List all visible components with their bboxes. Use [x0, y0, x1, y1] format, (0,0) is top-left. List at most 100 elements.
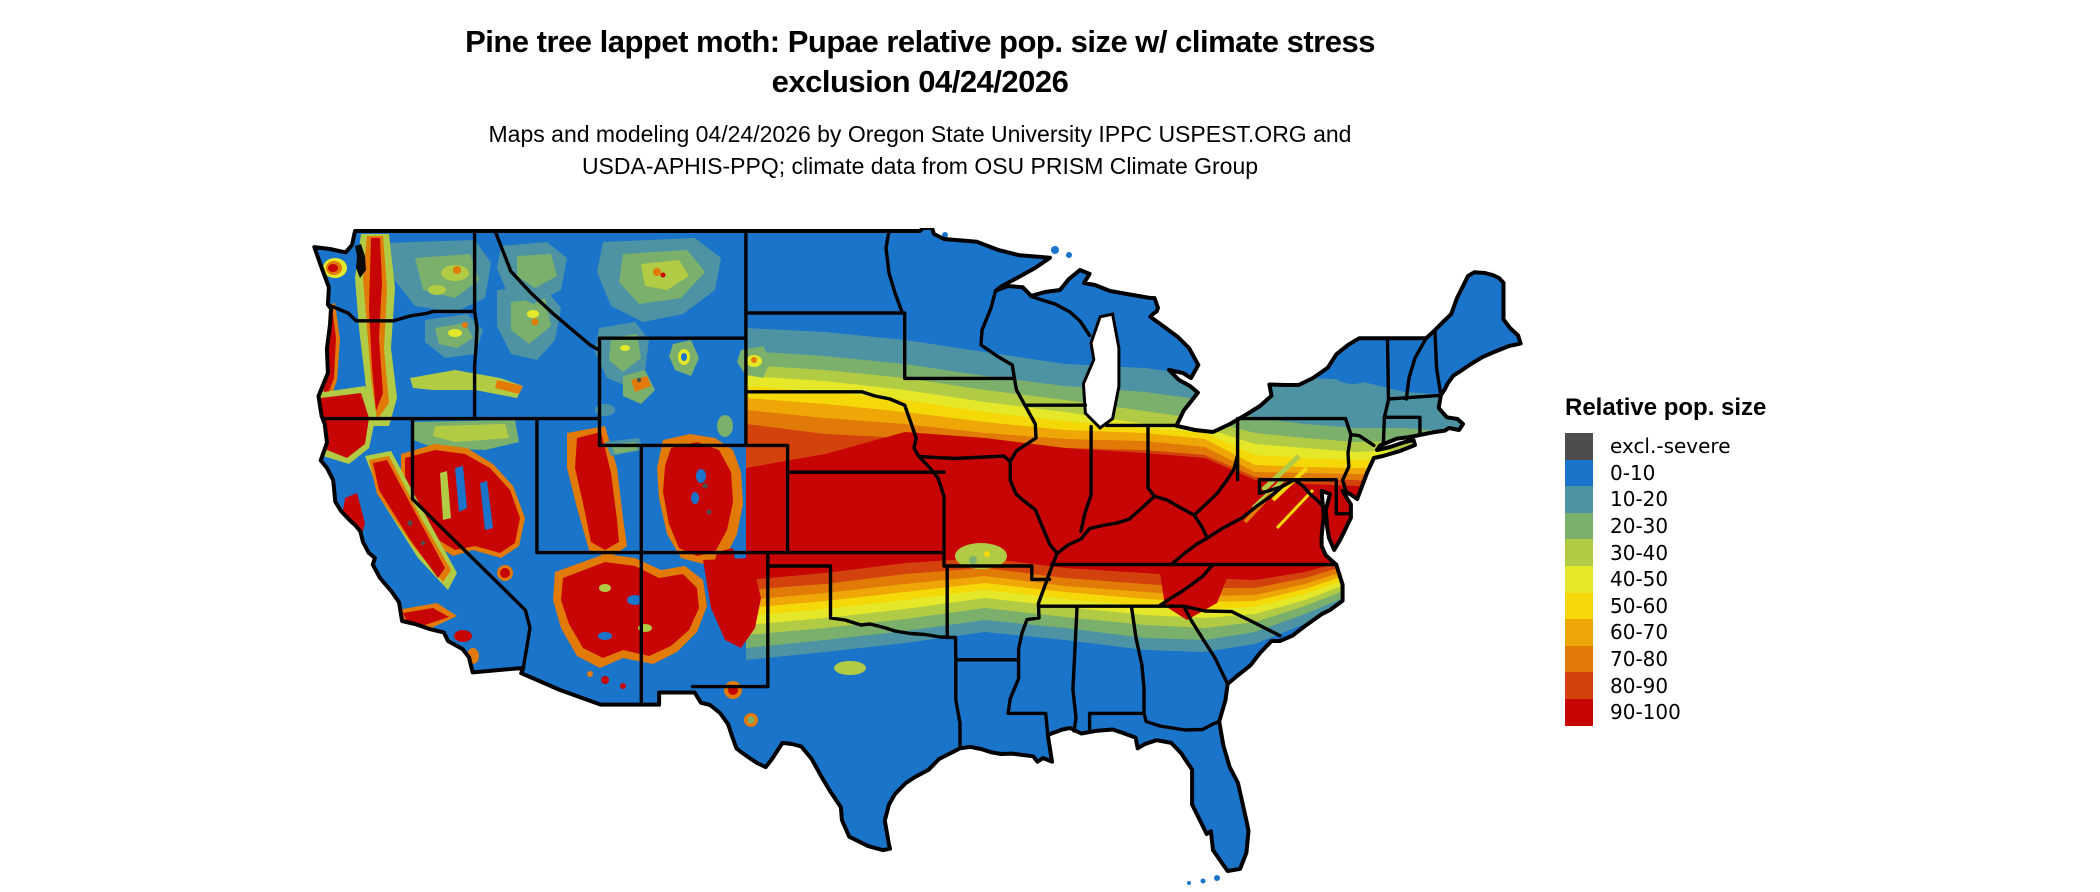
excl-severe-speck: [407, 520, 413, 526]
w-montana-green: [517, 254, 557, 288]
blue-mtns-speck: [448, 329, 462, 337]
legend-swatch: [1565, 539, 1593, 566]
s-idaho-orange: [495, 380, 523, 394]
legend-swatch: [1565, 459, 1593, 487]
legend-swatch: [1565, 486, 1593, 513]
state-borders: [323, 229, 1443, 750]
legend-item-label: 20-30: [1610, 514, 1669, 539]
az-speck: [599, 584, 611, 592]
blue-ridge-streak: [1275, 488, 1315, 530]
legend-item: 70-80: [1565, 645, 1865, 673]
legend-swatch: [1565, 565, 1593, 593]
sky-island: [601, 676, 609, 684]
excl-severe-speck: [636, 377, 642, 383]
title-line-2: exclusion 04/24/2026: [771, 64, 1069, 99]
nm-east-red: [703, 558, 761, 648]
wallowa-speck: [462, 322, 468, 328]
legend-item-label: 30-40: [1610, 540, 1669, 565]
map-svg: [312, 226, 1523, 885]
c-montana-orange: [653, 268, 661, 276]
legend-item: excl.-severe: [1565, 433, 1865, 460]
black-hills-orange: [751, 357, 757, 363]
excl-severe-speck: [420, 540, 426, 546]
nevada-valley-yg: [440, 471, 451, 520]
legend-item: 40-50: [1565, 565, 1865, 593]
legend-rows: excl.-severe 0-10 10-20 20-30 30-40 40-5…: [1565, 433, 1865, 726]
spokane-orange-speck: [453, 266, 461, 274]
idaho-speck: [527, 310, 539, 318]
idaho-mtns-green: [511, 298, 551, 344]
laramie-range: [717, 415, 733, 437]
ozarks-patch: [955, 543, 1007, 569]
hill-country-patch: [834, 661, 866, 675]
legend-item: 60-70: [1565, 619, 1865, 646]
legend-item-label: 90-100: [1610, 700, 1681, 725]
c-montana-red: [660, 272, 666, 278]
palouse-patch: [428, 285, 446, 295]
legend-item: 20-30: [1565, 512, 1865, 540]
legend-item: 90-100: [1565, 698, 1865, 726]
spring-mtns: [500, 568, 510, 578]
lake-michigan: [1081, 312, 1121, 430]
legend-item: 50-60: [1565, 592, 1865, 620]
yellowstone-green: [609, 334, 641, 372]
legend-swatch: [1565, 645, 1593, 673]
band-90-100: [746, 432, 1521, 580]
nevada-valley: [455, 466, 467, 512]
wind-river-orange: [631, 376, 651, 392]
san-bernardino: [454, 630, 472, 642]
nevada-valley: [480, 481, 493, 530]
az-nm-red: [561, 562, 699, 658]
legend-item-label: 60-70: [1610, 620, 1669, 645]
az-valley: [627, 595, 643, 605]
olympics-peak: [328, 264, 338, 272]
western-terrain: [314, 234, 771, 727]
conus-outline: [312, 226, 1523, 873]
legend-swatch: [1565, 512, 1593, 540]
florida-keys-specks: [1187, 875, 1220, 885]
davis-mtns: [747, 716, 755, 724]
legend-item-label: 70-80: [1610, 647, 1669, 672]
yellowstone-speck: [620, 345, 630, 351]
cascades-red: [369, 238, 383, 411]
legend-swatch: [1565, 433, 1593, 460]
az-valley: [598, 632, 612, 640]
north-park-valley: [696, 469, 706, 483]
n-nevada-yg: [433, 424, 509, 442]
legend-item-label: 80-90: [1610, 673, 1669, 698]
legend-item: 0-10: [1565, 459, 1865, 487]
legend-item-label: excl.-severe: [1610, 434, 1731, 459]
sky-island: [587, 671, 593, 677]
legend-item-label: 10-20: [1610, 487, 1669, 512]
legend-item-label: 50-60: [1610, 593, 1669, 618]
klamath-red: [318, 393, 369, 458]
legend-swatch: [1565, 619, 1593, 646]
s-idaho-arc: [410, 370, 523, 398]
legend-item: 80-90: [1565, 672, 1865, 699]
sky-island: [620, 683, 626, 689]
middle-park-valley: [691, 492, 699, 504]
us-choropleth-map: [305, 226, 1525, 888]
map-legend: Relative pop. size excl.-severe 0-10 10-…: [1565, 394, 1865, 726]
subtitle-line-1: Maps and modeling 04/24/2026 by Oregon S…: [488, 121, 1352, 147]
ozarks-speck: [984, 551, 990, 557]
puget-sound: [355, 244, 366, 278]
excl-severe-speck: [702, 483, 708, 489]
transverse-red: [403, 608, 449, 625]
legend-swatch: [1565, 698, 1593, 726]
pa-ridge-streak: [1261, 454, 1301, 492]
legend-item: 30-40: [1565, 539, 1865, 566]
adirondacks-blue: [1327, 344, 1379, 384]
subtitle-line-2: USDA-APHIS-PPQ; climate data from OSU PR…: [581, 153, 1259, 179]
map-fill-layers: [314, 228, 1521, 871]
ozarks-speck: [969, 556, 977, 564]
legend-item-label: 40-50: [1610, 567, 1669, 592]
utah-red: [575, 432, 619, 550]
title-line-1: Pine tree lappet moth: Pupae relative po…: [465, 24, 1375, 59]
legend-swatch: [1565, 592, 1593, 620]
legend-item-label: 0-10: [1610, 460, 1656, 485]
legend-swatch: [1565, 672, 1593, 699]
map-subtitle: Maps and modeling 04/24/2026 by Oregon S…: [310, 118, 1530, 182]
idaho-speck: [531, 318, 539, 326]
